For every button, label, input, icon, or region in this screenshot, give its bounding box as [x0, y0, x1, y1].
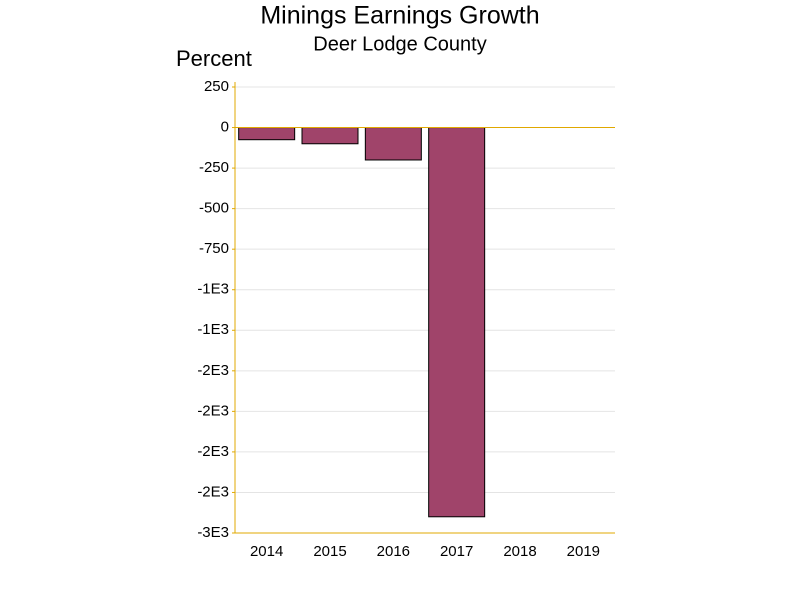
x-tick-label: 2019	[567, 543, 600, 560]
x-tick-label: 2016	[377, 543, 410, 560]
x-tick-label: 2017	[440, 543, 473, 560]
y-tick-label: -500	[199, 200, 229, 217]
x-tick-label: 2015	[313, 543, 346, 560]
y-tick-label: -2E3	[197, 402, 229, 419]
chart-subtitle: Deer Lodge County	[313, 33, 486, 55]
y-tick-label: -2E3	[197, 443, 229, 460]
y-tick-label: -750	[199, 240, 229, 257]
y-tick-label: 250	[204, 78, 229, 95]
chart-title: Minings Earnings Growth	[260, 2, 539, 30]
y-tick-label: -2E3	[197, 362, 229, 379]
y-tick-label: -250	[199, 159, 229, 176]
x-tick-label: 2018	[503, 543, 536, 560]
y-axis-label: Percent	[176, 46, 252, 71]
y-tick-label: -1E3	[197, 321, 229, 338]
bar	[301, 127, 359, 145]
bar	[428, 127, 486, 518]
bar	[364, 127, 422, 161]
y-tick-label: 0	[221, 119, 229, 136]
y-tick-label: -2E3	[197, 483, 229, 500]
bar	[238, 127, 296, 141]
y-tick-label: -1E3	[197, 281, 229, 298]
x-tick-label: 2014	[250, 543, 283, 560]
y-tick-label: -3E3	[197, 524, 229, 541]
